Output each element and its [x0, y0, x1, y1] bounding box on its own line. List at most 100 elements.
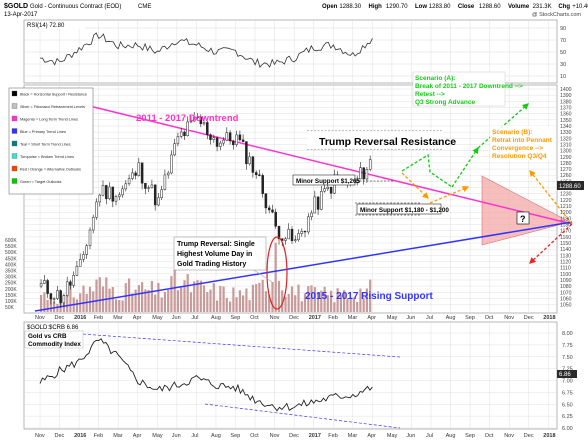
- volume-bar: [176, 290, 179, 312]
- volume-bar: [313, 287, 316, 312]
- x-main-tick-20: Jul: [426, 315, 433, 321]
- x-crb-tick-18: May: [387, 433, 398, 439]
- rsi-panel: 90 70 50 30 10 RSI(14) 72.80: [23, 19, 566, 84]
- volume-bar: [105, 277, 108, 312]
- candle-body: [303, 230, 307, 233]
- trump-reversal-callout: Trump Reversal: Single Highest Volume Da…: [173, 236, 267, 271]
- volume-bar: [147, 290, 150, 312]
- candle-body: [186, 121, 189, 136]
- candle-body: [320, 191, 323, 210]
- question-box: ?: [516, 211, 530, 225]
- price-tick-29: 1110: [560, 266, 571, 272]
- candle-body: [49, 293, 53, 300]
- candle-body: [297, 233, 300, 240]
- ohlc-label-3: Close: [458, 4, 475, 10]
- candle-body: [131, 172, 134, 179]
- crb-tick-0: 8.00: [562, 331, 573, 337]
- volume-bar: [69, 286, 72, 312]
- volume-bar: [330, 290, 333, 312]
- x-main-tick-12: Nov: [270, 315, 280, 321]
- legend-label-7: Green = Target Outlooks: [20, 180, 62, 184]
- candle-body: [52, 298, 56, 300]
- crb-tick-8: 6.00: [562, 426, 573, 432]
- price-tick-9: 1310: [560, 142, 572, 148]
- scenario-a-line-3: Retest -->: [415, 91, 445, 98]
- price-tick-7: 1330: [560, 130, 572, 136]
- volume-bar: [245, 288, 248, 312]
- volume-bar: [121, 300, 124, 312]
- rsi-label: RSI(14) 72.80: [27, 23, 65, 29]
- rsi-tick-0: 90: [560, 26, 566, 32]
- volume-bar: [297, 284, 300, 312]
- question-frame: [516, 211, 530, 225]
- volume-ticks: 600K550K500K450K400K350K300K250K200K150K…: [5, 238, 17, 311]
- scenario-b-arrow-up: [529, 169, 573, 225]
- price-panel: 600K550K500K450K400K350K300K250K200K150K…: [5, 71, 584, 314]
- candle-body: [179, 131, 183, 137]
- x-crb-tick-20: Jul: [426, 433, 433, 439]
- volume-tick-9: 150K: [5, 293, 17, 299]
- volume-bar: [186, 274, 189, 312]
- candle-body: [62, 295, 66, 304]
- candle-body: [189, 120, 193, 123]
- volume-tick-11: 50K: [5, 305, 15, 311]
- minor-support-2-label: Minor Support $1,180 - $1,200: [360, 207, 449, 214]
- ohlc-row: Open 1288.30 High 1290.70 Low 1283.80 Close 128…: [322, 4, 588, 10]
- volume-bar: [150, 281, 153, 312]
- price-tick-13: 1270: [560, 167, 572, 173]
- candle-body: [209, 134, 212, 140]
- candle-body: [362, 167, 365, 180]
- candle-body: [192, 116, 196, 122]
- candle-body: [290, 228, 294, 242]
- volume-bar: [173, 269, 176, 312]
- x-main-tick-19: Jun: [406, 315, 415, 321]
- scenario-b-line-4: Resolution Q3/Q4: [492, 153, 547, 160]
- ohlc-value-0: 1288.30: [339, 4, 361, 10]
- legend-swatch-3: [11, 128, 18, 134]
- scenario-a-frame: [412, 71, 506, 107]
- candle-body: [85, 245, 88, 255]
- exchange: CME: [138, 4, 151, 10]
- candle-body: [69, 281, 72, 286]
- crb-upper-channel: [67, 332, 401, 358]
- candle-body: [88, 229, 92, 246]
- scenario-a-arrows: [401, 103, 529, 188]
- volume-bar: [242, 295, 245, 312]
- x-main-tick-5: Apr: [133, 315, 142, 321]
- volume-bar: [238, 290, 241, 312]
- volume-tick-10: 100K: [5, 299, 17, 305]
- ohlc-value-2: 1283.80: [429, 4, 451, 10]
- legend-frame: [8, 87, 94, 195]
- volume-bar: [307, 286, 310, 312]
- x-crb-tick-10: Sep: [231, 433, 241, 439]
- ohlc-label-0: Open: [322, 4, 338, 10]
- legend-label-1: Silver = Fibonacci Retracement Levels: [20, 105, 85, 109]
- volume-tick-7: 250K: [5, 281, 17, 287]
- scenario-b-line-1: Scenario (B):: [492, 129, 532, 136]
- crb-tick-4: 7.00: [562, 379, 573, 385]
- candle-body: [183, 131, 186, 136]
- x-main-tick-23: Oct: [485, 315, 494, 321]
- candle-body: [219, 142, 222, 147]
- volume-tick-6: 300K: [5, 275, 17, 281]
- price-tick-35: 1050: [560, 303, 572, 309]
- price-tick-27: 1130: [560, 253, 571, 259]
- candle-body: [329, 186, 333, 194]
- candle-body: [267, 207, 271, 211]
- x-main-tick-15: Feb: [328, 315, 337, 321]
- candle-body: [75, 265, 79, 276]
- volume-tick-4: 400K: [5, 262, 17, 268]
- legend-swatch-6: [11, 165, 18, 172]
- volume-bar: [284, 296, 287, 312]
- legend-swatch-1: [11, 103, 18, 109]
- rising-support-line: [34, 221, 573, 312]
- candle-body: [287, 228, 290, 240]
- volume-bar: [362, 298, 365, 312]
- candle-body: [359, 167, 362, 180]
- candle-body: [277, 225, 281, 240]
- volume-bar: [98, 277, 101, 312]
- volume-bar: [40, 294, 43, 312]
- volume-bar: [134, 289, 137, 312]
- x-main-tick-13: Dec: [289, 315, 299, 321]
